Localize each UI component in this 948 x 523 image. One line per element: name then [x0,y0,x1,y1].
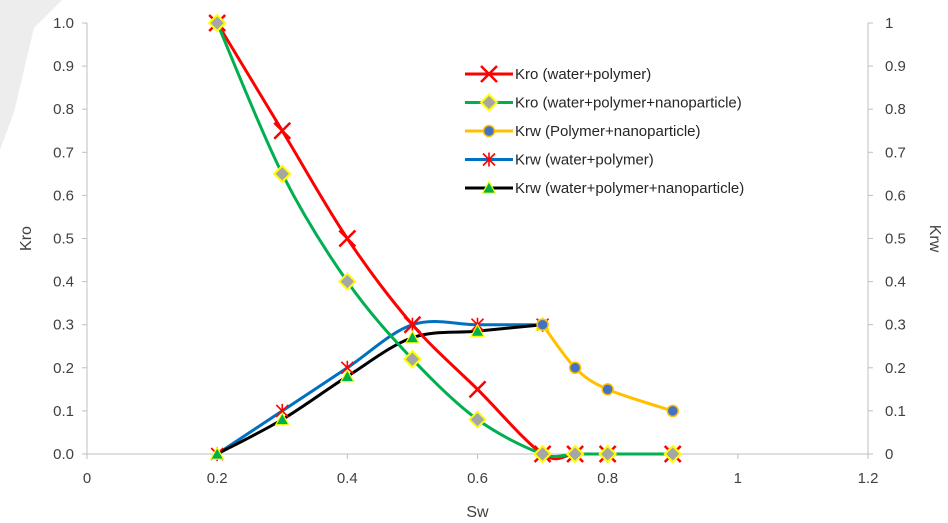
data-point [468,380,487,399]
y2-tick-label: 0.9 [885,58,906,75]
data-point [403,315,422,334]
data-point [568,361,582,375]
y-tick-label: 0.7 [53,144,74,161]
y2-tick-label: 0.4 [885,274,906,291]
x-tick-label: 0.4 [337,470,358,487]
y-tick-label: 1.0 [53,15,74,32]
legend-label: Kro (water+polymer) [515,66,651,83]
axes: 0.0 0.1 0.2 0.3 0.4 0.5 0.6 0.7 0.8 0.9 1.0 0 0.1 0.2… [18,15,943,521]
y2-tick-label: 0.7 [885,144,906,161]
legend-marker [480,65,498,83]
data-point [337,272,357,292]
y-tick-label: 0.8 [53,101,74,118]
y2-axis-title: Krw [926,225,943,253]
series-layer [207,13,683,464]
legend-label: Kro (water+polymer+nanoparticle) [515,95,742,112]
data-point [469,323,486,337]
data-point [468,410,487,429]
data-point [209,446,225,460]
data-point [536,318,549,331]
data-point [403,349,422,369]
y-tick-label: 0.9 [53,58,74,75]
legend-marker [479,93,499,112]
y2-tick-label: 0 [885,446,893,463]
data-point [598,444,618,464]
x-tick-label: 0.6 [467,470,488,487]
data-point [565,444,585,464]
data-point [533,444,552,464]
y2-tick-label: 0.2 [885,360,906,377]
y-tick-label: 0.1 [53,403,74,420]
y-tick-label: 0.5 [53,231,74,248]
y2-tick-label: 0.5 [885,231,906,248]
legend-label: Krw (Polymer+nanoparticle) [515,123,701,140]
series-line [541,323,675,413]
y-tick-label: 0.6 [53,187,74,204]
y-tick-label: 0.4 [53,274,74,291]
x-axis-title: Sw [466,504,489,521]
legend-marker [482,152,496,167]
y2-tick-label: 0.1 [885,403,906,420]
x-tick-label: 0.2 [207,470,228,487]
data-point [663,444,683,464]
legend-label: Krw (water+polymer+nanoparticle) [515,180,744,197]
data-point [272,164,292,184]
data-point [207,13,227,33]
y2-tick-label: 1 [885,15,893,32]
x-tick-label: 0.8 [597,470,618,487]
corner-mark [0,0,62,150]
data-point [273,121,292,140]
series-line [215,320,545,456]
y-tick-label: 0.0 [53,446,74,463]
data-point [666,404,679,418]
data-point [339,368,355,383]
legend-label: Krw (water+polymer) [515,152,654,169]
data-point [274,411,290,426]
x-tick-label: 1 [734,470,742,487]
x-tick-label: 0 [83,470,91,487]
y-tick-label: 0.2 [53,360,74,377]
legend-marker [482,124,496,138]
y2-tick-label: 0.6 [885,187,906,204]
y-axis-title: Kro [18,226,35,251]
data-point [338,229,357,248]
y-tick-label: 0.3 [53,317,74,334]
legend: Kro (water+polymer) Kro (water+polymer+na… [465,65,744,197]
legend-marker [481,180,497,194]
x-tick-label: 1.2 [858,470,879,487]
data-point [404,329,420,344]
y2-tick-label: 0.8 [885,101,906,118]
y2-tick-label: 0.3 [885,317,906,334]
data-point [601,383,614,396]
